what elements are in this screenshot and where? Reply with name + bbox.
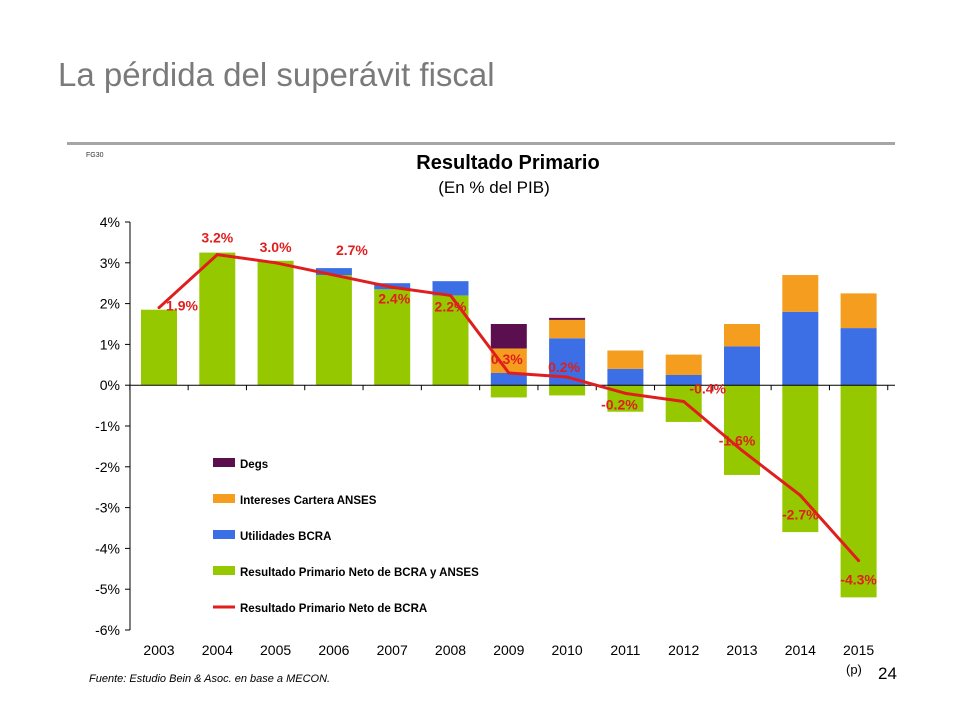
bar-intereses-cartera-anses (782, 275, 819, 312)
slide-title: La pérdida del superávit fiscal (58, 56, 495, 93)
bar-utilidades-bcra (432, 281, 469, 296)
x-tick-label: 2003 (143, 642, 174, 658)
data-label: 3.0% (260, 239, 292, 255)
bar-intereses-cartera-anses (724, 324, 760, 347)
line-point (274, 261, 278, 265)
bar-resultado-primario-neto-de-bcra-y-anses (840, 385, 877, 598)
data-label: 0.2% (548, 359, 580, 375)
line-point (449, 293, 452, 297)
line-point (740, 448, 744, 452)
x-tick-label: 2004 (202, 642, 233, 658)
y-tick-label: -1% (95, 418, 120, 434)
data-label: 0.3% (491, 351, 523, 367)
data-label: 3.2% (201, 230, 233, 246)
line-point (507, 371, 511, 375)
bar-degs (490, 324, 527, 349)
line-point (623, 391, 627, 395)
legend-label: Utilidades BCRA (240, 531, 331, 543)
y-tick-label: -2% (95, 459, 120, 475)
bar-intereses-cartera-anses (490, 348, 527, 373)
x-tick-label: 2007 (377, 642, 408, 658)
x-tick-label: 2014 (785, 642, 816, 658)
bar-resultado-primario-neto-de-bcra-y-anses (199, 252, 236, 386)
line-point (332, 273, 336, 277)
bar-intereses-cartera-anses (549, 319, 586, 339)
source-note: Fuente: Estudio Bein & Asoc. en base a M… (89, 673, 330, 685)
bar-utilidades-bcra (315, 268, 352, 276)
bar-resultado-primario-neto-de-bcra-y-anses (315, 275, 352, 386)
data-label: -0.2% (601, 396, 638, 412)
data-label: 1.9% (166, 298, 198, 314)
data-label: -0.4% (689, 381, 726, 397)
x-tick-label: 2006 (318, 642, 349, 658)
legend-swatch (213, 566, 235, 575)
line-point (215, 253, 219, 257)
y-tick-label: 0% (100, 377, 120, 393)
bar-resultado-primario-neto-de-bcra-y-anses (549, 385, 586, 396)
bar-resultado-primario-neto-de-bcra-y-anses (490, 385, 527, 398)
data-label: 2.7% (336, 242, 368, 258)
y-tick-label: 2% (100, 296, 120, 312)
bar-resultado-primario-neto-de-bcra-y-anses (141, 309, 177, 386)
line-point (798, 493, 802, 497)
bar-resultado-primario-neto-de-bcra-y-anses (257, 260, 294, 386)
y-tick-label: 4% (100, 214, 120, 230)
bar-intereses-cartera-anses (840, 293, 877, 329)
bar-utilidades-bcra (840, 328, 877, 386)
bar-utilidades-bcra (782, 311, 819, 386)
bar-intereses-cartera-anses (607, 350, 644, 369)
x-tick-label: 2009 (493, 642, 524, 658)
legend-swatch (213, 530, 235, 539)
page-number: 24 (878, 664, 897, 683)
data-label: 2.4% (378, 290, 410, 306)
title-divider (67, 142, 895, 145)
line-point (682, 400, 686, 404)
legend-label: Degs (240, 459, 268, 471)
line-point (157, 306, 161, 310)
bar-resultado-primario-neto-de-bcra-y-anses (374, 289, 411, 386)
chart-subtitle: (En % del PIB) (438, 178, 550, 197)
chart-title: Resultado Primario (416, 152, 599, 174)
bar-resultado-primario-neto-de-bcra-y-anses (665, 385, 702, 422)
legend-label: Resultado Primario Neto de BCRA (240, 603, 427, 615)
legend-label: Intereses Cartera ANSES (240, 495, 377, 507)
data-label: -1.6% (719, 432, 756, 448)
x-tick-label: 2013 (726, 642, 757, 658)
line-point (857, 559, 861, 563)
y-tick-label: -3% (95, 500, 120, 516)
x-tick-label: 2005 (260, 642, 291, 658)
line-point (390, 285, 394, 289)
x-tick-label: 2010 (552, 642, 583, 658)
bar-utilidades-bcra (490, 372, 527, 386)
projection-note: (p) (846, 662, 862, 677)
bar-degs (549, 317, 586, 320)
data-label: -2.7% (782, 506, 819, 522)
x-tick-label: 2011 (610, 642, 640, 658)
x-tick-label: 2012 (668, 642, 699, 658)
y-tick-label: -5% (95, 581, 120, 597)
bar-utilidades-bcra (665, 375, 702, 386)
bar-utilidades-bcra (724, 346, 760, 386)
legend-swatch (213, 458, 235, 467)
bar-utilidades-bcra (607, 368, 644, 386)
bar-intereses-cartera-anses (665, 354, 702, 375)
y-tick-label: 1% (100, 336, 120, 352)
y-tick-label: 3% (100, 255, 120, 271)
legend-swatch (213, 494, 235, 503)
legend-label: Resultado Primario Neto de BCRA y ANSES (240, 567, 479, 579)
x-tick-label: 2015 (843, 642, 874, 658)
data-label: 2.2% (435, 298, 467, 314)
data-label: -4.3% (840, 572, 877, 588)
y-tick-label: -4% (95, 540, 120, 556)
line-point (565, 375, 569, 379)
y-tick-label: -6% (95, 622, 120, 638)
figure-code: FG30 (86, 152, 104, 159)
x-tick-label: 2008 (435, 642, 466, 658)
